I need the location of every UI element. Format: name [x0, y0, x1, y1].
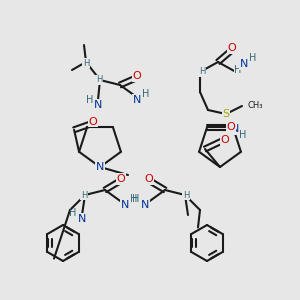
Text: H: H [199, 68, 205, 76]
Text: H: H [239, 130, 247, 140]
Text: N: N [78, 214, 86, 224]
Text: N: N [133, 95, 141, 105]
Text: H: H [69, 208, 77, 218]
Text: O: O [89, 117, 98, 127]
Text: CH₃: CH₃ [248, 101, 263, 110]
Text: S: S [222, 109, 230, 119]
Text: H: H [249, 53, 257, 63]
Text: H: H [132, 194, 140, 204]
Text: H: H [130, 194, 138, 204]
Text: O: O [227, 122, 236, 132]
Text: O: O [220, 135, 230, 145]
Text: N: N [231, 124, 239, 134]
Text: N: N [141, 200, 149, 210]
Text: H: H [83, 58, 89, 68]
Text: N: N [240, 59, 248, 69]
Text: O: O [133, 71, 141, 81]
Text: H: H [86, 95, 94, 105]
Text: H: H [183, 190, 189, 200]
Text: O: O [117, 174, 125, 184]
Text: N: N [121, 200, 129, 210]
Text: H: H [96, 76, 102, 85]
Text: H: H [142, 89, 150, 99]
Text: H: H [234, 65, 242, 75]
Text: N: N [94, 100, 102, 110]
Text: H: H [81, 190, 87, 200]
Text: O: O [145, 174, 153, 184]
Text: N: N [96, 162, 104, 172]
Text: O: O [228, 43, 236, 53]
